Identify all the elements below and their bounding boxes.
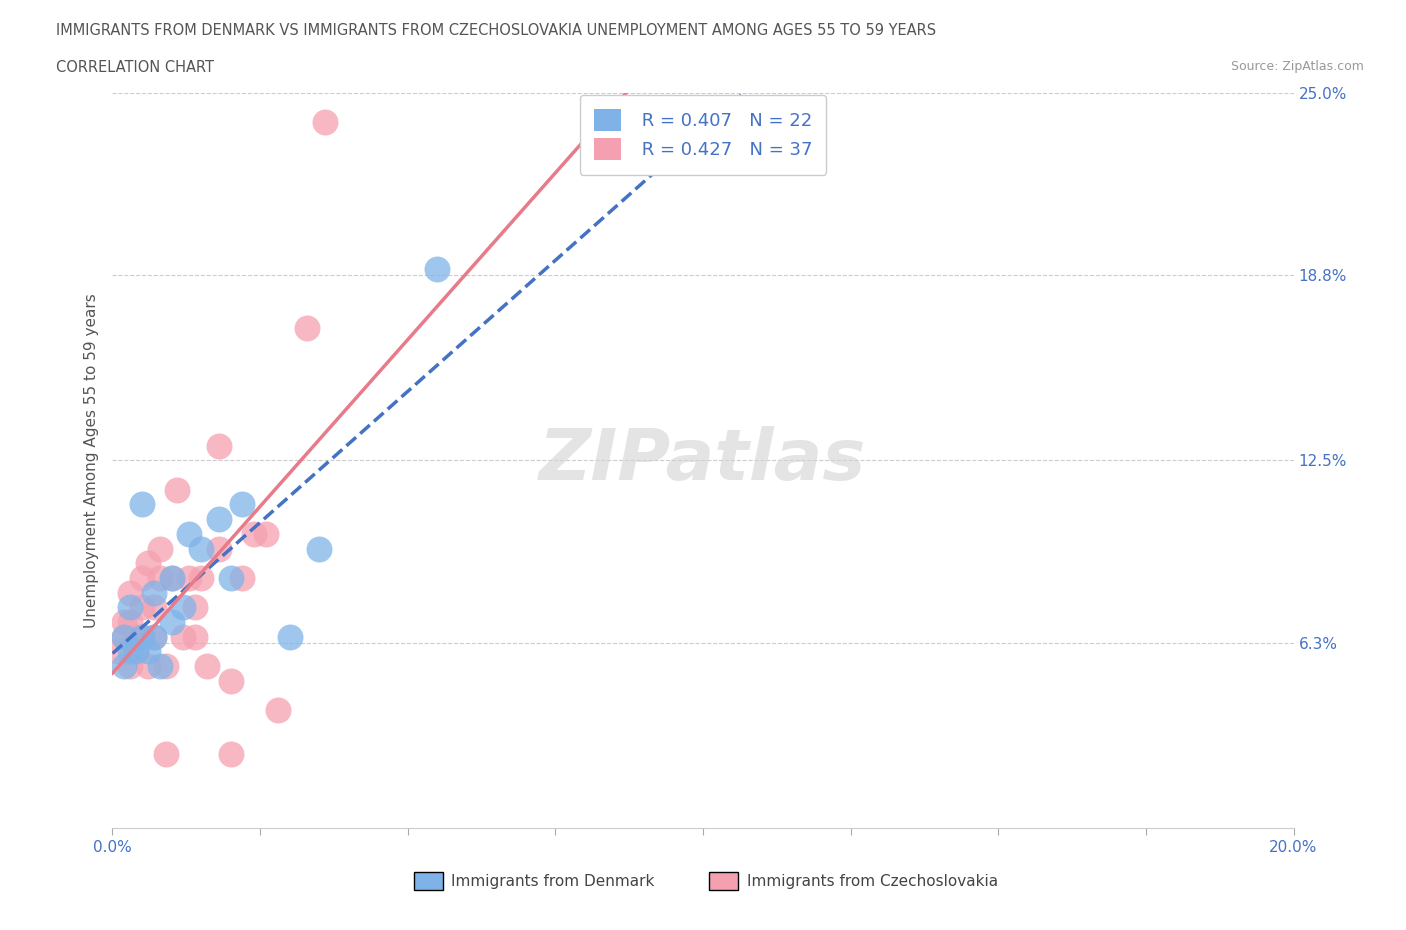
Point xyxy=(308,541,330,556)
Point xyxy=(136,658,159,673)
Point xyxy=(125,644,148,658)
Text: CORRELATION CHART: CORRELATION CHART xyxy=(56,60,214,75)
Point xyxy=(166,483,188,498)
Point xyxy=(314,115,336,130)
Point xyxy=(120,658,142,673)
Point xyxy=(155,658,177,673)
Point xyxy=(142,585,165,600)
Point xyxy=(184,630,207,644)
Point xyxy=(267,703,290,718)
Point xyxy=(142,600,165,615)
Point xyxy=(142,630,165,644)
Text: ZIPatlas: ZIPatlas xyxy=(540,426,866,495)
Text: Source: ZipAtlas.com: Source: ZipAtlas.com xyxy=(1230,60,1364,73)
Point xyxy=(219,673,242,688)
Point xyxy=(219,570,242,585)
Point xyxy=(125,644,148,658)
Point xyxy=(131,497,153,512)
Text: Immigrants from Czechoslovakia: Immigrants from Czechoslovakia xyxy=(747,874,998,889)
FancyBboxPatch shape xyxy=(413,871,443,890)
Point xyxy=(112,630,135,644)
Point xyxy=(125,630,148,644)
Point xyxy=(231,497,253,512)
Point xyxy=(208,512,231,526)
Point xyxy=(131,630,153,644)
Point xyxy=(179,570,201,585)
Point xyxy=(142,630,165,644)
Text: IMMIGRANTS FROM DENMARK VS IMMIGRANTS FROM CZECHOSLOVAKIA UNEMPLOYMENT AMONG AGE: IMMIGRANTS FROM DENMARK VS IMMIGRANTS FR… xyxy=(56,23,936,38)
Point xyxy=(208,438,231,453)
Point xyxy=(112,630,135,644)
Point xyxy=(297,321,319,336)
Point xyxy=(231,570,253,585)
Point xyxy=(426,262,449,277)
Point xyxy=(195,658,218,673)
Point xyxy=(278,630,301,644)
Y-axis label: Unemployment Among Ages 55 to 59 years: Unemployment Among Ages 55 to 59 years xyxy=(83,293,98,628)
Point xyxy=(112,615,135,630)
Point xyxy=(136,556,159,571)
Point xyxy=(149,541,172,556)
Point xyxy=(107,644,129,658)
Point xyxy=(120,615,142,630)
Point xyxy=(160,570,183,585)
Point xyxy=(120,644,142,658)
Point xyxy=(208,541,231,556)
Point xyxy=(160,615,183,630)
Point xyxy=(160,570,183,585)
Point xyxy=(219,747,242,762)
Point xyxy=(149,658,172,673)
Point xyxy=(172,600,194,615)
Point xyxy=(149,570,172,585)
Point xyxy=(155,747,177,762)
Point xyxy=(131,600,153,615)
Point xyxy=(184,600,207,615)
FancyBboxPatch shape xyxy=(709,871,738,890)
Point xyxy=(120,600,142,615)
Text: Immigrants from Denmark: Immigrants from Denmark xyxy=(451,874,655,889)
Point xyxy=(172,630,194,644)
Point xyxy=(131,630,153,644)
Point xyxy=(120,585,142,600)
Point xyxy=(131,570,153,585)
Point xyxy=(112,658,135,673)
Point xyxy=(179,526,201,541)
Point xyxy=(190,541,212,556)
Point xyxy=(190,570,212,585)
Point xyxy=(243,526,266,541)
Point xyxy=(254,526,277,541)
Legend:  R = 0.407   N = 22,  R = 0.427   N = 37: R = 0.407 N = 22, R = 0.427 N = 37 xyxy=(579,95,827,175)
Point xyxy=(136,644,159,658)
